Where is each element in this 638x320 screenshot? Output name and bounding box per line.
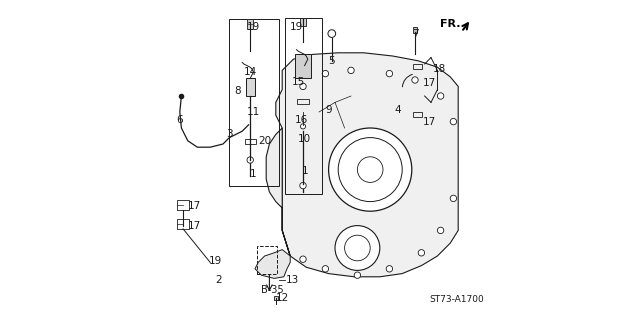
Text: 12: 12 xyxy=(276,292,289,303)
Text: 1: 1 xyxy=(250,169,257,180)
Bar xyxy=(413,64,422,69)
Circle shape xyxy=(247,157,253,163)
Text: 8: 8 xyxy=(234,86,241,96)
Text: 1: 1 xyxy=(301,166,308,176)
Circle shape xyxy=(300,182,306,189)
Text: ST73-A1700: ST73-A1700 xyxy=(429,295,484,304)
Text: 19: 19 xyxy=(290,22,304,32)
Polygon shape xyxy=(276,53,458,277)
Bar xyxy=(413,27,417,33)
Bar xyxy=(297,99,309,104)
Circle shape xyxy=(450,118,457,125)
Text: 6: 6 xyxy=(177,115,183,125)
Circle shape xyxy=(322,266,329,272)
Text: 2: 2 xyxy=(215,275,221,285)
Bar xyxy=(274,296,278,300)
Bar xyxy=(177,219,189,229)
Circle shape xyxy=(438,93,444,99)
Text: FR.: FR. xyxy=(440,19,461,29)
Circle shape xyxy=(354,272,360,278)
Bar xyxy=(247,19,253,29)
Text: 11: 11 xyxy=(247,107,260,117)
Text: 10: 10 xyxy=(298,134,311,144)
Bar xyxy=(177,200,189,210)
Circle shape xyxy=(338,138,402,202)
Bar xyxy=(230,19,279,186)
Bar xyxy=(285,18,322,194)
Polygon shape xyxy=(266,128,290,256)
Text: 9: 9 xyxy=(325,105,332,116)
Text: 7: 7 xyxy=(412,28,419,39)
Bar xyxy=(245,139,256,144)
Text: 19: 19 xyxy=(247,22,260,32)
Text: 16: 16 xyxy=(295,115,308,125)
Circle shape xyxy=(322,70,329,77)
Text: 13: 13 xyxy=(285,275,299,285)
Circle shape xyxy=(300,256,306,262)
Circle shape xyxy=(450,195,457,202)
Circle shape xyxy=(386,266,392,272)
Text: 17: 17 xyxy=(188,201,201,212)
Circle shape xyxy=(335,226,380,270)
Circle shape xyxy=(348,67,354,74)
Text: 17: 17 xyxy=(423,78,436,88)
Text: 17: 17 xyxy=(188,220,201,231)
Circle shape xyxy=(386,70,392,77)
Polygon shape xyxy=(255,250,290,278)
Bar xyxy=(295,54,311,78)
Text: 17: 17 xyxy=(423,116,436,127)
Text: 15: 15 xyxy=(292,76,305,87)
Text: 18: 18 xyxy=(433,64,446,74)
Circle shape xyxy=(300,124,306,129)
Circle shape xyxy=(300,83,306,90)
Circle shape xyxy=(438,227,444,234)
Bar xyxy=(413,112,422,117)
Circle shape xyxy=(329,128,412,211)
Text: 5: 5 xyxy=(329,56,335,66)
Text: 4: 4 xyxy=(394,105,401,116)
Bar xyxy=(300,18,306,26)
Circle shape xyxy=(328,30,336,37)
Bar xyxy=(256,246,278,274)
Circle shape xyxy=(345,235,370,261)
Bar xyxy=(246,78,255,96)
Circle shape xyxy=(418,250,425,256)
Text: 19: 19 xyxy=(209,256,222,266)
Circle shape xyxy=(357,157,383,182)
Circle shape xyxy=(412,77,418,83)
Text: 14: 14 xyxy=(244,67,257,77)
Text: 3: 3 xyxy=(226,129,233,140)
Text: B-35: B-35 xyxy=(262,284,284,295)
Text: 20: 20 xyxy=(258,136,271,146)
